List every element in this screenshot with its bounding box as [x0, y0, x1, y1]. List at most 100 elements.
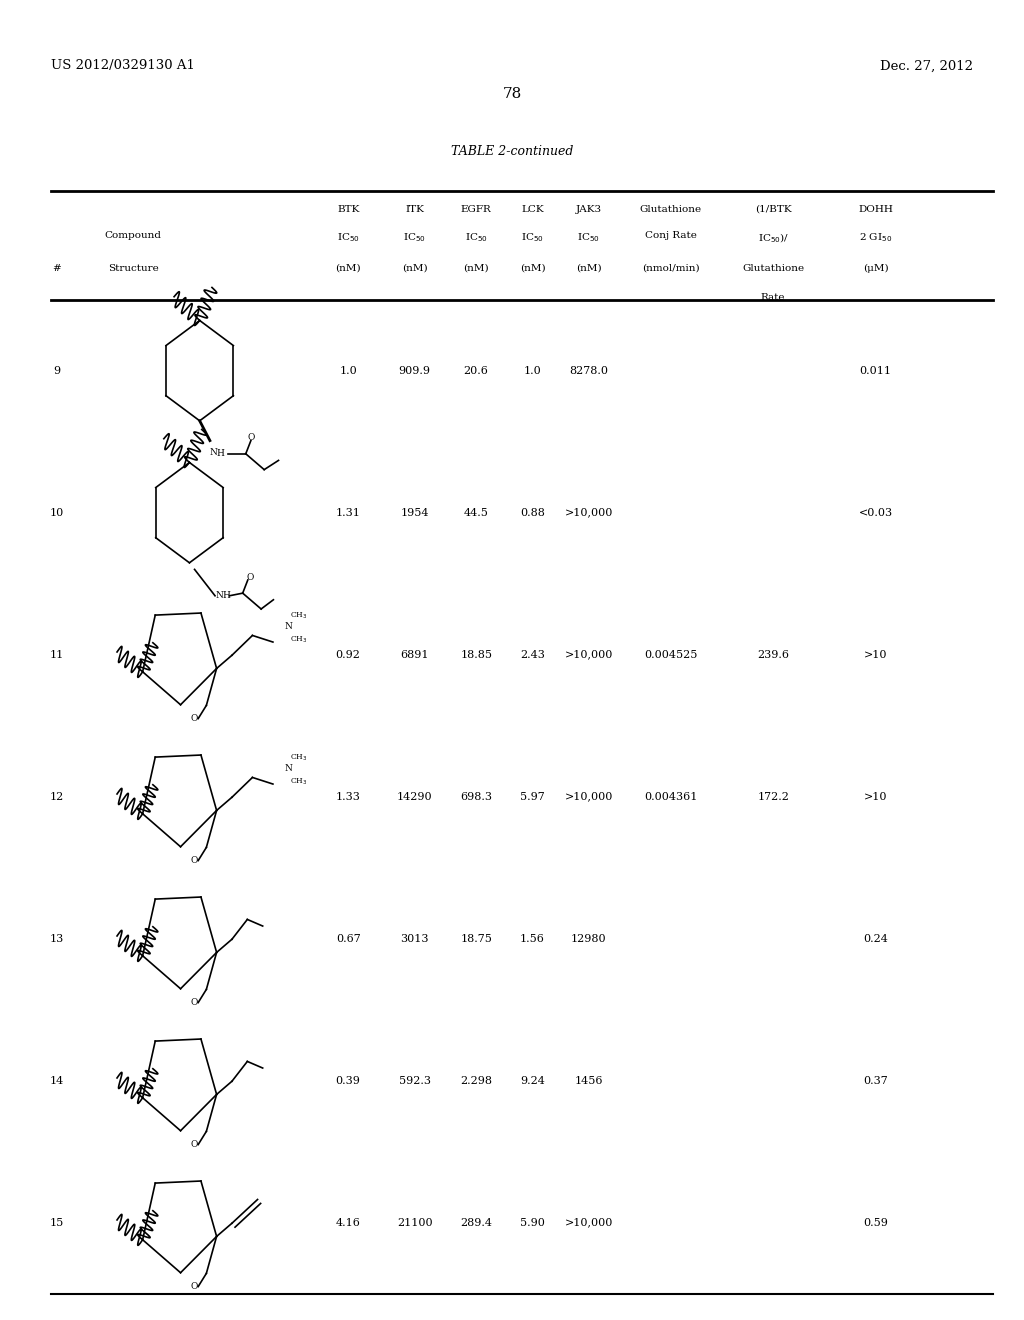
- Text: 44.5: 44.5: [464, 508, 488, 517]
- Text: 1.33: 1.33: [336, 792, 360, 801]
- Text: (μM): (μM): [862, 264, 889, 273]
- Text: #: #: [52, 264, 60, 273]
- Text: (nM): (nM): [519, 264, 546, 273]
- Text: 2.43: 2.43: [520, 649, 545, 660]
- Text: 698.3: 698.3: [460, 792, 493, 801]
- Text: IC$_{50}$: IC$_{50}$: [403, 231, 426, 244]
- Text: 6891: 6891: [400, 649, 429, 660]
- Text: Structure: Structure: [108, 264, 159, 273]
- Text: O: O: [190, 1282, 198, 1291]
- Text: 18.85: 18.85: [460, 649, 493, 660]
- Text: (nmol/min): (nmol/min): [642, 264, 699, 273]
- Text: IC$_{50}$: IC$_{50}$: [521, 231, 544, 244]
- Text: 0.37: 0.37: [863, 1076, 888, 1085]
- Text: 10: 10: [49, 508, 63, 517]
- Text: 5.90: 5.90: [520, 1217, 545, 1228]
- Text: 4.16: 4.16: [336, 1217, 360, 1228]
- Text: O: O: [247, 433, 255, 442]
- Text: 0.004525: 0.004525: [644, 649, 697, 660]
- Text: 12: 12: [49, 792, 63, 801]
- Text: IC$_{50}$)/: IC$_{50}$)/: [758, 231, 788, 244]
- Text: CH$_3$: CH$_3$: [290, 634, 307, 644]
- Text: 20.6: 20.6: [464, 366, 488, 376]
- Text: O: O: [190, 1140, 198, 1150]
- Text: 0.39: 0.39: [336, 1076, 360, 1085]
- Text: 0.88: 0.88: [520, 508, 545, 517]
- Text: JAK3: JAK3: [575, 205, 602, 214]
- Text: 1954: 1954: [400, 508, 429, 517]
- Text: 0.24: 0.24: [863, 933, 888, 944]
- Text: >10,000: >10,000: [564, 1217, 613, 1228]
- Text: 15: 15: [49, 1217, 63, 1228]
- Text: N: N: [285, 764, 292, 772]
- Text: (nM): (nM): [575, 264, 602, 273]
- Text: 12980: 12980: [571, 933, 606, 944]
- Text: O: O: [190, 857, 198, 865]
- Text: 8278.0: 8278.0: [569, 366, 608, 376]
- Text: 2 GI$_{50}$: 2 GI$_{50}$: [859, 231, 892, 244]
- Text: 14: 14: [49, 1076, 63, 1085]
- Text: 9: 9: [53, 366, 59, 376]
- Text: 9.24: 9.24: [520, 1076, 545, 1085]
- Text: 0.011: 0.011: [859, 366, 892, 376]
- Text: (nM): (nM): [401, 264, 428, 273]
- Text: Glutathione: Glutathione: [742, 264, 804, 273]
- Text: >10,000: >10,000: [564, 508, 613, 517]
- Text: ITK: ITK: [406, 205, 424, 214]
- Text: >10,000: >10,000: [564, 649, 613, 660]
- Text: 1.0: 1.0: [523, 366, 542, 376]
- Text: 0.004361: 0.004361: [644, 792, 697, 801]
- Text: N: N: [285, 622, 292, 631]
- Text: (nM): (nM): [335, 264, 361, 273]
- Text: CH$_3$: CH$_3$: [290, 776, 307, 787]
- Text: Glutathione: Glutathione: [640, 205, 701, 214]
- Text: >10: >10: [864, 649, 887, 660]
- Text: >10: >10: [864, 792, 887, 801]
- Text: (nM): (nM): [463, 264, 489, 273]
- Text: 18.75: 18.75: [460, 933, 493, 944]
- Text: IC$_{50}$: IC$_{50}$: [465, 231, 487, 244]
- Text: O: O: [246, 573, 254, 582]
- Text: Conj Rate: Conj Rate: [645, 231, 696, 240]
- Text: <0.03: <0.03: [858, 508, 893, 517]
- Text: (1/BTK: (1/BTK: [755, 205, 792, 214]
- Text: 1.56: 1.56: [520, 933, 545, 944]
- Text: 289.4: 289.4: [460, 1217, 493, 1228]
- Text: 2.298: 2.298: [460, 1076, 493, 1085]
- Text: 3013: 3013: [400, 933, 429, 944]
- Text: H: H: [216, 449, 224, 458]
- Text: 1.31: 1.31: [336, 508, 360, 517]
- Text: Rate: Rate: [761, 293, 785, 302]
- Text: O: O: [190, 998, 198, 1007]
- Text: N: N: [209, 447, 217, 457]
- Text: CH$_3$: CH$_3$: [290, 610, 307, 620]
- Text: >10,000: >10,000: [564, 792, 613, 801]
- Text: BTK: BTK: [337, 205, 359, 214]
- Text: CH$_3$: CH$_3$: [290, 752, 307, 763]
- Text: H: H: [222, 591, 230, 601]
- Text: IC$_{50}$: IC$_{50}$: [578, 231, 600, 244]
- Text: DOHH: DOHH: [858, 205, 893, 214]
- Text: N: N: [215, 591, 223, 601]
- Text: 0.67: 0.67: [336, 933, 360, 944]
- Text: Compound: Compound: [104, 231, 162, 240]
- Text: LCK: LCK: [521, 205, 544, 214]
- Text: EGFR: EGFR: [461, 205, 492, 214]
- Text: 172.2: 172.2: [757, 792, 790, 801]
- Text: Dec. 27, 2012: Dec. 27, 2012: [880, 59, 973, 73]
- Text: 592.3: 592.3: [398, 1076, 431, 1085]
- Text: 11: 11: [49, 649, 63, 660]
- Text: US 2012/0329130 A1: US 2012/0329130 A1: [51, 59, 196, 73]
- Text: O: O: [190, 714, 198, 723]
- Text: 78: 78: [503, 87, 521, 102]
- Text: 0.59: 0.59: [863, 1217, 888, 1228]
- Text: 0.92: 0.92: [336, 649, 360, 660]
- Text: 14290: 14290: [397, 792, 432, 801]
- Text: IC$_{50}$: IC$_{50}$: [337, 231, 359, 244]
- Text: 5.97: 5.97: [520, 792, 545, 801]
- Text: 21100: 21100: [397, 1217, 432, 1228]
- Text: 13: 13: [49, 933, 63, 944]
- Text: TABLE 2-continued: TABLE 2-continued: [451, 145, 573, 158]
- Text: 1.0: 1.0: [339, 366, 357, 376]
- Text: 909.9: 909.9: [398, 366, 431, 376]
